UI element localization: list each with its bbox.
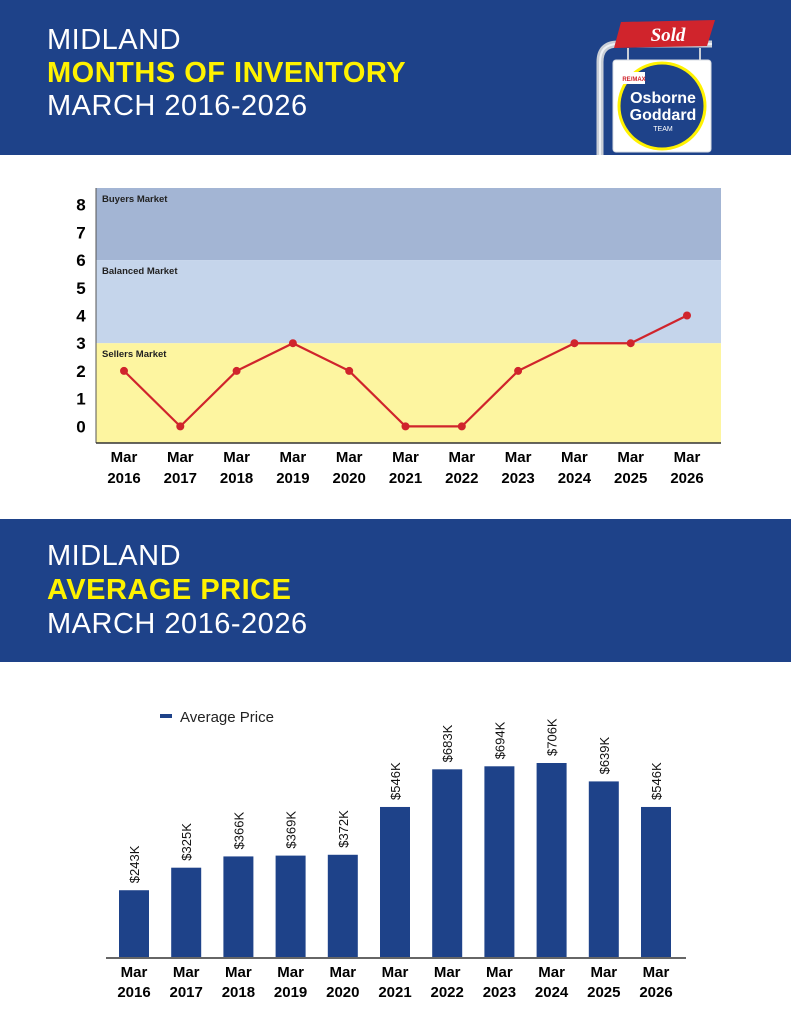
bar-value-label: $639K [597, 736, 612, 774]
y-tick-label: 4 [76, 307, 86, 326]
x-tick-label: Mar 2018 [222, 964, 255, 1001]
price-bar [327, 854, 358, 957]
price-bar [380, 806, 410, 957]
x-tick-label: Mar 2017 [164, 449, 197, 487]
legend-label: Average Price [180, 709, 274, 726]
data-point [626, 339, 635, 348]
data-point [120, 366, 128, 375]
x-tick-label: Mar 2025 [614, 449, 647, 487]
period-title: MARCH 2016-2026 [47, 90, 308, 122]
y-tick-label: 2 [76, 362, 85, 381]
y-tick-label: 0 [76, 417, 85, 436]
data-point [288, 339, 297, 348]
y-tick-label: 1 [76, 390, 85, 409]
x-tick-label: Mar 2025 [587, 964, 620, 1001]
x-tick-label: Mar 2017 [170, 964, 203, 1001]
price-bar [171, 867, 202, 957]
data-point [345, 366, 354, 375]
bar-value-label: $694K [492, 721, 507, 759]
period-title-2: MARCH 2016-2026 [47, 608, 308, 640]
x-tick-label: Mar 2022 [445, 449, 478, 487]
data-point [176, 422, 185, 431]
y-tick-label: 5 [76, 279, 85, 298]
price-bar [275, 855, 306, 957]
x-tick-label: Mar 2023 [501, 449, 534, 487]
bar-value-label: $372K [336, 810, 351, 848]
x-tick-label: Mar 2020 [326, 964, 359, 1001]
x-tick-label: Mar 2018 [220, 449, 253, 487]
x-tick-label: Mar 2016 [117, 964, 150, 1001]
bar-value-label: $325K [179, 823, 194, 861]
y-tick-label: 3 [76, 334, 85, 353]
x-tick-label: Mar 2024 [535, 964, 569, 1001]
city-title: MIDLAND [47, 24, 182, 56]
y-tick-label: 7 [76, 223, 85, 242]
x-tick-label: Mar 2019 [274, 964, 307, 1001]
zone-buyers-market [96, 188, 721, 261]
x-tick-label: Mar 2021 [389, 449, 422, 487]
price-bar [536, 763, 567, 957]
data-point [232, 366, 241, 375]
bar-value-label: $366K [231, 812, 246, 850]
y-tick-label: 6 [76, 251, 85, 270]
data-point [514, 366, 523, 375]
price-bar [223, 856, 254, 957]
y-tick-label: 8 [76, 196, 85, 215]
data-point [683, 311, 691, 320]
bar-value-label: $683K [440, 724, 455, 762]
x-tick-label: Mar 2016 [107, 449, 140, 487]
bar-value-label: $546K [388, 762, 403, 800]
price-bar [432, 769, 463, 957]
bar-value-label: $706K [545, 718, 560, 756]
metric-title-2: AVERAGE PRICE [47, 574, 292, 606]
metric-title: MONTHS OF INVENTORY [47, 57, 407, 89]
city-title-2: MIDLAND [47, 540, 182, 572]
zone-balanced-market [96, 260, 721, 344]
data-point [570, 339, 579, 348]
price-bar [119, 890, 149, 957]
x-tick-label: Mar 2026 [639, 964, 672, 1001]
x-tick-label: Mar 2019 [276, 449, 309, 487]
bar-value-label: $369K [284, 811, 299, 849]
bar-value-label: $243K [127, 845, 142, 883]
data-point [457, 422, 466, 431]
zone-label: Sellers Market [102, 349, 167, 360]
price-bar [588, 781, 619, 957]
price-bar [641, 806, 671, 957]
price-bar [484, 766, 515, 957]
header-band-price [0, 519, 791, 662]
x-tick-label: Mar 2021 [378, 964, 411, 1001]
bar-value-label: $546K [649, 762, 664, 800]
x-tick-label: Mar 2020 [333, 449, 366, 487]
zone-label: Buyers Market [102, 194, 168, 205]
legend-swatch [160, 714, 172, 718]
x-tick-label: Mar 2022 [431, 964, 464, 1001]
x-tick-label: Mar 2024 [558, 449, 592, 487]
data-point [401, 422, 410, 431]
zone-label: Balanced Market [102, 266, 178, 277]
x-tick-label: Mar 2023 [483, 964, 516, 1001]
x-tick-label: Mar 2026 [670, 449, 703, 487]
